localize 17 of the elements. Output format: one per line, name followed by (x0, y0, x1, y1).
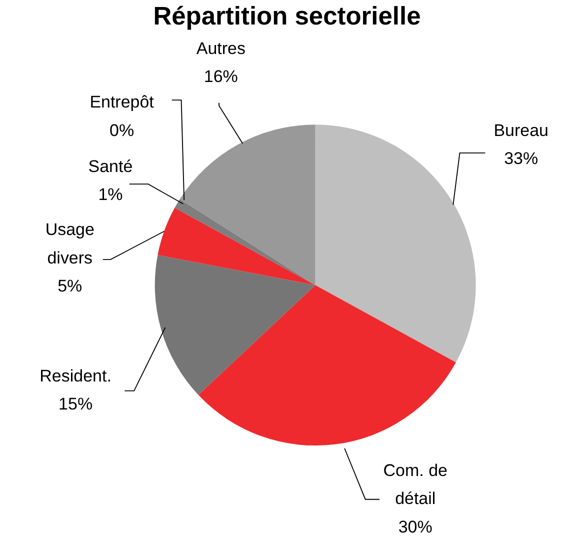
text: 0% (110, 120, 134, 140)
data-label: 1% (98, 185, 123, 204)
data-label: 15% (58, 394, 93, 414)
slice-label: Resident. (40, 366, 112, 386)
slice-label: Com. de détail (383, 460, 448, 508)
slice-label: Santé (88, 156, 133, 176)
category-label: Entrepôt (90, 92, 154, 112)
data-label: 5% (58, 276, 82, 296)
data-label: 33% (504, 149, 538, 168)
data-label: 16% (204, 67, 238, 86)
pie-slice (180, 124, 316, 286)
data-label: 30% (398, 517, 432, 536)
chart-title: Répartition sectorielle (153, 2, 421, 31)
slice-label: Usage divers (45, 220, 94, 268)
pie-slice (315, 124, 476, 362)
slice-label: Autres (196, 38, 246, 58)
slice-label: Bureau (494, 120, 548, 140)
